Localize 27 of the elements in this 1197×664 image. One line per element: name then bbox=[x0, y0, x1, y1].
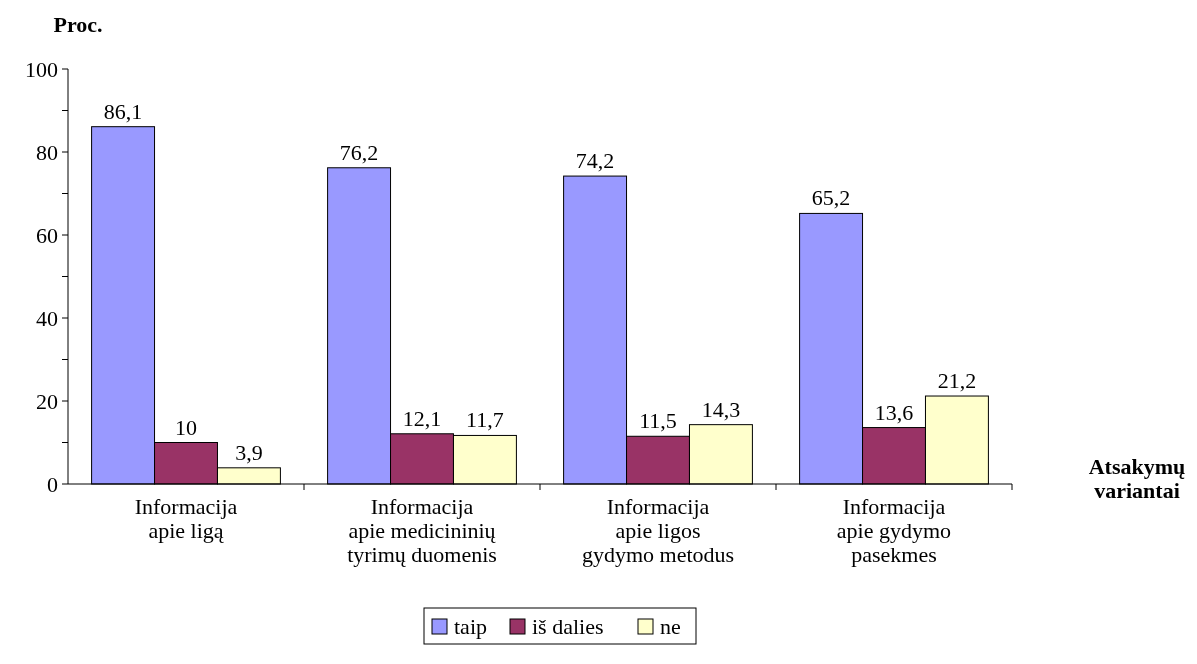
data-label: 76,2 bbox=[339, 139, 379, 165]
data-label: 3,9 bbox=[235, 439, 263, 465]
x-axis-title: Atsakymų variantai bbox=[1088, 454, 1186, 503]
data-label: 74,2 bbox=[575, 148, 615, 174]
y-tick-label: 100 bbox=[25, 56, 58, 82]
y-axis-title: Proc. bbox=[53, 12, 103, 37]
legend-label: iš dalies bbox=[532, 613, 604, 639]
y-tick-label: 20 bbox=[36, 388, 58, 414]
y-tick-label: 80 bbox=[36, 139, 58, 165]
legend-label: ne bbox=[660, 613, 681, 639]
y-tick-label: 40 bbox=[36, 305, 58, 331]
data-label: 14,3 bbox=[701, 396, 741, 422]
data-label: 12,1 bbox=[402, 405, 442, 431]
x-tick-label: Informacija apie ligos gydymo metodus bbox=[581, 494, 735, 567]
legend-label: taip bbox=[454, 613, 487, 639]
data-label: 13,6 bbox=[874, 399, 914, 425]
y-tick-label: 60 bbox=[36, 222, 58, 248]
x-tick-label: Informacija apie medicininių tyrimų duomenis bbox=[347, 494, 497, 567]
data-label: 11,5 bbox=[639, 408, 677, 434]
data-label: 10 bbox=[175, 414, 197, 440]
data-label: 21,2 bbox=[937, 368, 977, 394]
data-label: 86,1 bbox=[103, 98, 143, 124]
x-tick-label: Informacija apie gydymo pasekmes bbox=[836, 494, 952, 567]
data-label: 11,7 bbox=[466, 407, 504, 433]
y-tick-label: 0 bbox=[47, 471, 58, 497]
x-tick-label: Informacija apie ligą bbox=[134, 494, 238, 543]
data-label: 65,2 bbox=[811, 185, 851, 211]
